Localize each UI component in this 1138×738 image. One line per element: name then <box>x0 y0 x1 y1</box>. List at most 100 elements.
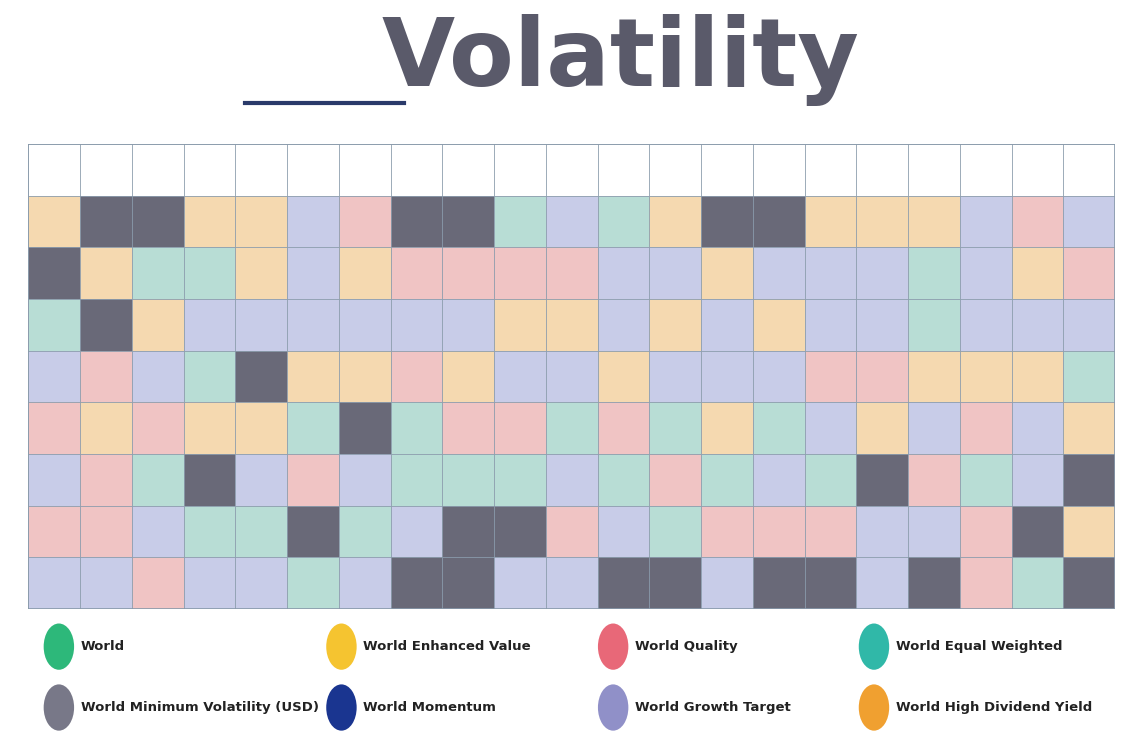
Bar <box>28 144 80 196</box>
Text: 18.2%: 18.2% <box>558 217 586 226</box>
Text: 30.3%: 30.3% <box>712 320 742 329</box>
Text: 5.8%: 5.8% <box>819 217 842 226</box>
Text: 10.0%: 10.0% <box>298 424 328 432</box>
Bar <box>443 196 494 247</box>
Text: -9.6%: -9.6% <box>143 217 172 226</box>
Text: 24.1%: 24.1% <box>247 269 275 277</box>
Bar <box>753 351 805 402</box>
Bar <box>390 351 443 402</box>
Text: 2002: 2002 <box>143 165 172 175</box>
Text: 7.2%: 7.2% <box>560 320 584 329</box>
Bar <box>1064 299 1115 351</box>
Bar <box>443 144 494 196</box>
Bar <box>597 144 650 196</box>
Bar <box>1012 557 1064 609</box>
Bar <box>650 196 701 247</box>
Text: 50.4%: 50.4% <box>196 269 224 277</box>
Text: 32.7%: 32.7% <box>711 217 743 226</box>
Bar <box>805 557 857 609</box>
Bar <box>80 351 132 402</box>
Text: 16.8%: 16.8% <box>351 579 379 587</box>
Text: -19.4%: -19.4% <box>90 527 122 536</box>
Bar <box>443 506 494 557</box>
Text: 1.2%: 1.2% <box>819 372 842 381</box>
Bar <box>805 299 857 351</box>
Bar <box>236 144 287 196</box>
Text: 6.4%: 6.4% <box>405 527 428 536</box>
Bar <box>1064 557 1115 609</box>
Bar <box>650 299 701 351</box>
Bar <box>339 351 390 402</box>
Bar <box>1012 454 1064 506</box>
Bar <box>132 196 183 247</box>
Bar <box>28 247 80 299</box>
Bar <box>805 144 857 196</box>
Bar <box>390 144 443 196</box>
Bar <box>701 299 753 351</box>
Bar <box>80 299 132 351</box>
Bar <box>857 299 908 351</box>
Bar <box>339 506 390 557</box>
Text: 24.5%: 24.5% <box>1023 424 1052 432</box>
Bar <box>80 247 132 299</box>
Text: 10.3%: 10.3% <box>868 217 897 226</box>
Bar <box>701 196 753 247</box>
Bar <box>183 351 236 402</box>
Text: 2000: 2000 <box>40 165 68 175</box>
Text: 4.6%: 4.6% <box>767 475 790 484</box>
Text: -2.7%: -2.7% <box>816 579 846 587</box>
Text: 10.1%: 10.1% <box>1075 424 1104 432</box>
Text: 16.8%: 16.8% <box>402 269 431 277</box>
Bar <box>183 299 236 351</box>
Text: 19.1%: 19.1% <box>351 527 379 536</box>
Text: -11.5%: -11.5% <box>90 372 122 381</box>
Bar <box>494 454 546 506</box>
Bar <box>183 196 236 247</box>
Bar <box>443 351 494 402</box>
Bar <box>132 506 183 557</box>
Text: 26.0%: 26.0% <box>195 475 225 484</box>
Bar <box>287 247 339 299</box>
Bar <box>1012 196 1064 247</box>
Text: 12.8%: 12.8% <box>558 527 586 536</box>
Text: -29.2%: -29.2% <box>451 217 486 226</box>
Text: -1.0%: -1.0% <box>817 475 843 484</box>
Text: -40.3%: -40.3% <box>453 424 485 432</box>
Bar <box>546 454 597 506</box>
Bar <box>546 506 597 557</box>
Bar <box>287 402 339 454</box>
Bar <box>80 557 132 609</box>
Bar <box>650 454 701 506</box>
Text: 12.1%: 12.1% <box>764 217 794 226</box>
Text: 28.4%: 28.4% <box>1023 269 1052 277</box>
Text: 24.3%: 24.3% <box>1023 475 1052 484</box>
Text: -42.4%: -42.4% <box>451 527 486 536</box>
Text: -37.8%: -37.8% <box>452 320 485 329</box>
Bar <box>287 506 339 557</box>
Bar <box>132 247 183 299</box>
Bar <box>390 506 443 557</box>
Bar <box>960 557 1012 609</box>
Bar <box>1064 506 1115 557</box>
Text: -19.5%: -19.5% <box>142 579 174 587</box>
Text: 20.8%: 20.8% <box>246 372 277 381</box>
Text: 7.0%: 7.0% <box>767 320 791 329</box>
Bar <box>28 557 80 609</box>
Text: -12.9%: -12.9% <box>39 527 71 536</box>
Bar <box>236 557 287 609</box>
Bar <box>908 454 960 506</box>
Text: -0.3%: -0.3% <box>817 424 843 432</box>
Text: 6.0%: 6.0% <box>302 579 324 587</box>
Bar <box>339 196 390 247</box>
Text: 8.2%: 8.2% <box>871 424 893 432</box>
Bar <box>80 196 132 247</box>
Text: 6.1%: 6.1% <box>404 579 429 587</box>
Text: 22.7%: 22.7% <box>1075 269 1104 277</box>
Text: 8.0%: 8.0% <box>612 217 635 226</box>
Text: 15.2%: 15.2% <box>299 320 328 329</box>
Bar <box>443 402 494 454</box>
Text: World Momentum: World Momentum <box>363 701 496 714</box>
Bar <box>390 557 443 609</box>
Text: -42.6%: -42.6% <box>451 579 486 587</box>
Text: 11.4%: 11.4% <box>402 320 431 329</box>
